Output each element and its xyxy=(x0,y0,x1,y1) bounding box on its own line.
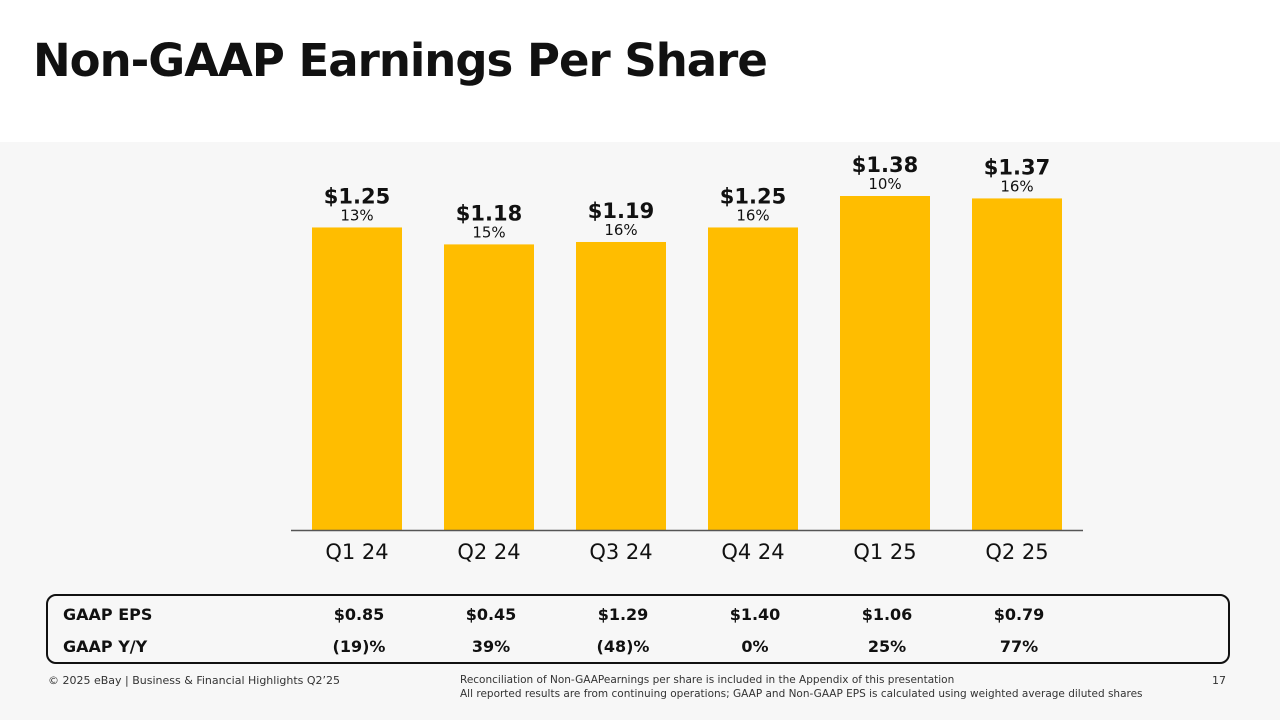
gaap-yoy-value: (48)% xyxy=(596,637,650,656)
growth-label: 10% xyxy=(868,175,901,193)
page-number: 17 xyxy=(1212,674,1226,687)
growth-label: 16% xyxy=(604,221,637,239)
gaap-yoy-value: 25% xyxy=(867,637,907,656)
value-label: $1.25 xyxy=(324,184,390,208)
growth-label: 15% xyxy=(472,223,505,241)
gaap-yoy-value: 39% xyxy=(471,637,511,656)
gaap-eps-value: $1.06 xyxy=(861,605,913,624)
gaap-yoy-value: (19)% xyxy=(332,637,386,656)
gaap-yoy-label: GAAP Y/Y xyxy=(63,637,148,656)
value-label: $1.38 xyxy=(852,153,918,177)
gaap-yoy-row: GAAP Y/Y (19)% 39% (48)% 0% 25% 77% xyxy=(48,635,1228,661)
bar xyxy=(840,196,930,530)
bar xyxy=(444,244,534,530)
gaap-eps-label: GAAP EPS xyxy=(63,605,153,624)
page-title: Non-GAAP Earnings Per Share xyxy=(33,34,768,87)
gaap-eps-value: $0.85 xyxy=(333,605,385,624)
gaap-eps-value: $0.45 xyxy=(465,605,517,624)
gaap-yoy-value: 0% xyxy=(741,637,769,656)
footer-copyright: © 2025 eBay | Business & Financial Highl… xyxy=(48,674,341,687)
bar xyxy=(708,227,798,530)
value-label: $1.37 xyxy=(984,155,1050,179)
category-label: Q1 25 xyxy=(853,540,916,564)
gaap-yoy-value: 77% xyxy=(999,637,1039,656)
category-label: Q1 24 xyxy=(325,540,388,564)
footer-note: All reported results are from continuing… xyxy=(460,688,1143,700)
category-label: Q2 24 xyxy=(457,540,520,564)
gaap-eps-row: GAAP EPS $0.85 $0.45 $1.29 $1.40 $1.06 $… xyxy=(48,603,1228,629)
growth-label: 16% xyxy=(1000,177,1033,195)
footer-note: Reconciliation of Non-GAAPearnings per s… xyxy=(460,674,955,686)
value-label: $1.25 xyxy=(720,184,786,208)
value-label: $1.18 xyxy=(456,201,522,225)
value-label: $1.19 xyxy=(588,199,654,223)
category-label: Q2 25 xyxy=(985,540,1048,564)
header: Non-GAAP Earnings Per Share xyxy=(0,0,1280,142)
bar xyxy=(972,198,1062,530)
footer-notes: Reconciliation of Non-GAAPearnings per s… xyxy=(460,673,1143,701)
bar xyxy=(312,227,402,530)
bar xyxy=(576,241,666,530)
gaap-eps-value: $0.79 xyxy=(993,605,1045,624)
category-label: Q3 24 xyxy=(589,540,652,564)
growth-label: 13% xyxy=(340,206,373,224)
growth-label: 16% xyxy=(736,206,769,224)
gaap-eps-value: $1.40 xyxy=(729,605,781,624)
category-label: Q4 24 xyxy=(721,540,784,564)
gaap-table: GAAP EPS $0.85 $0.45 $1.29 $1.40 $1.06 $… xyxy=(46,594,1230,664)
gaap-eps-value: $1.29 xyxy=(597,605,649,624)
